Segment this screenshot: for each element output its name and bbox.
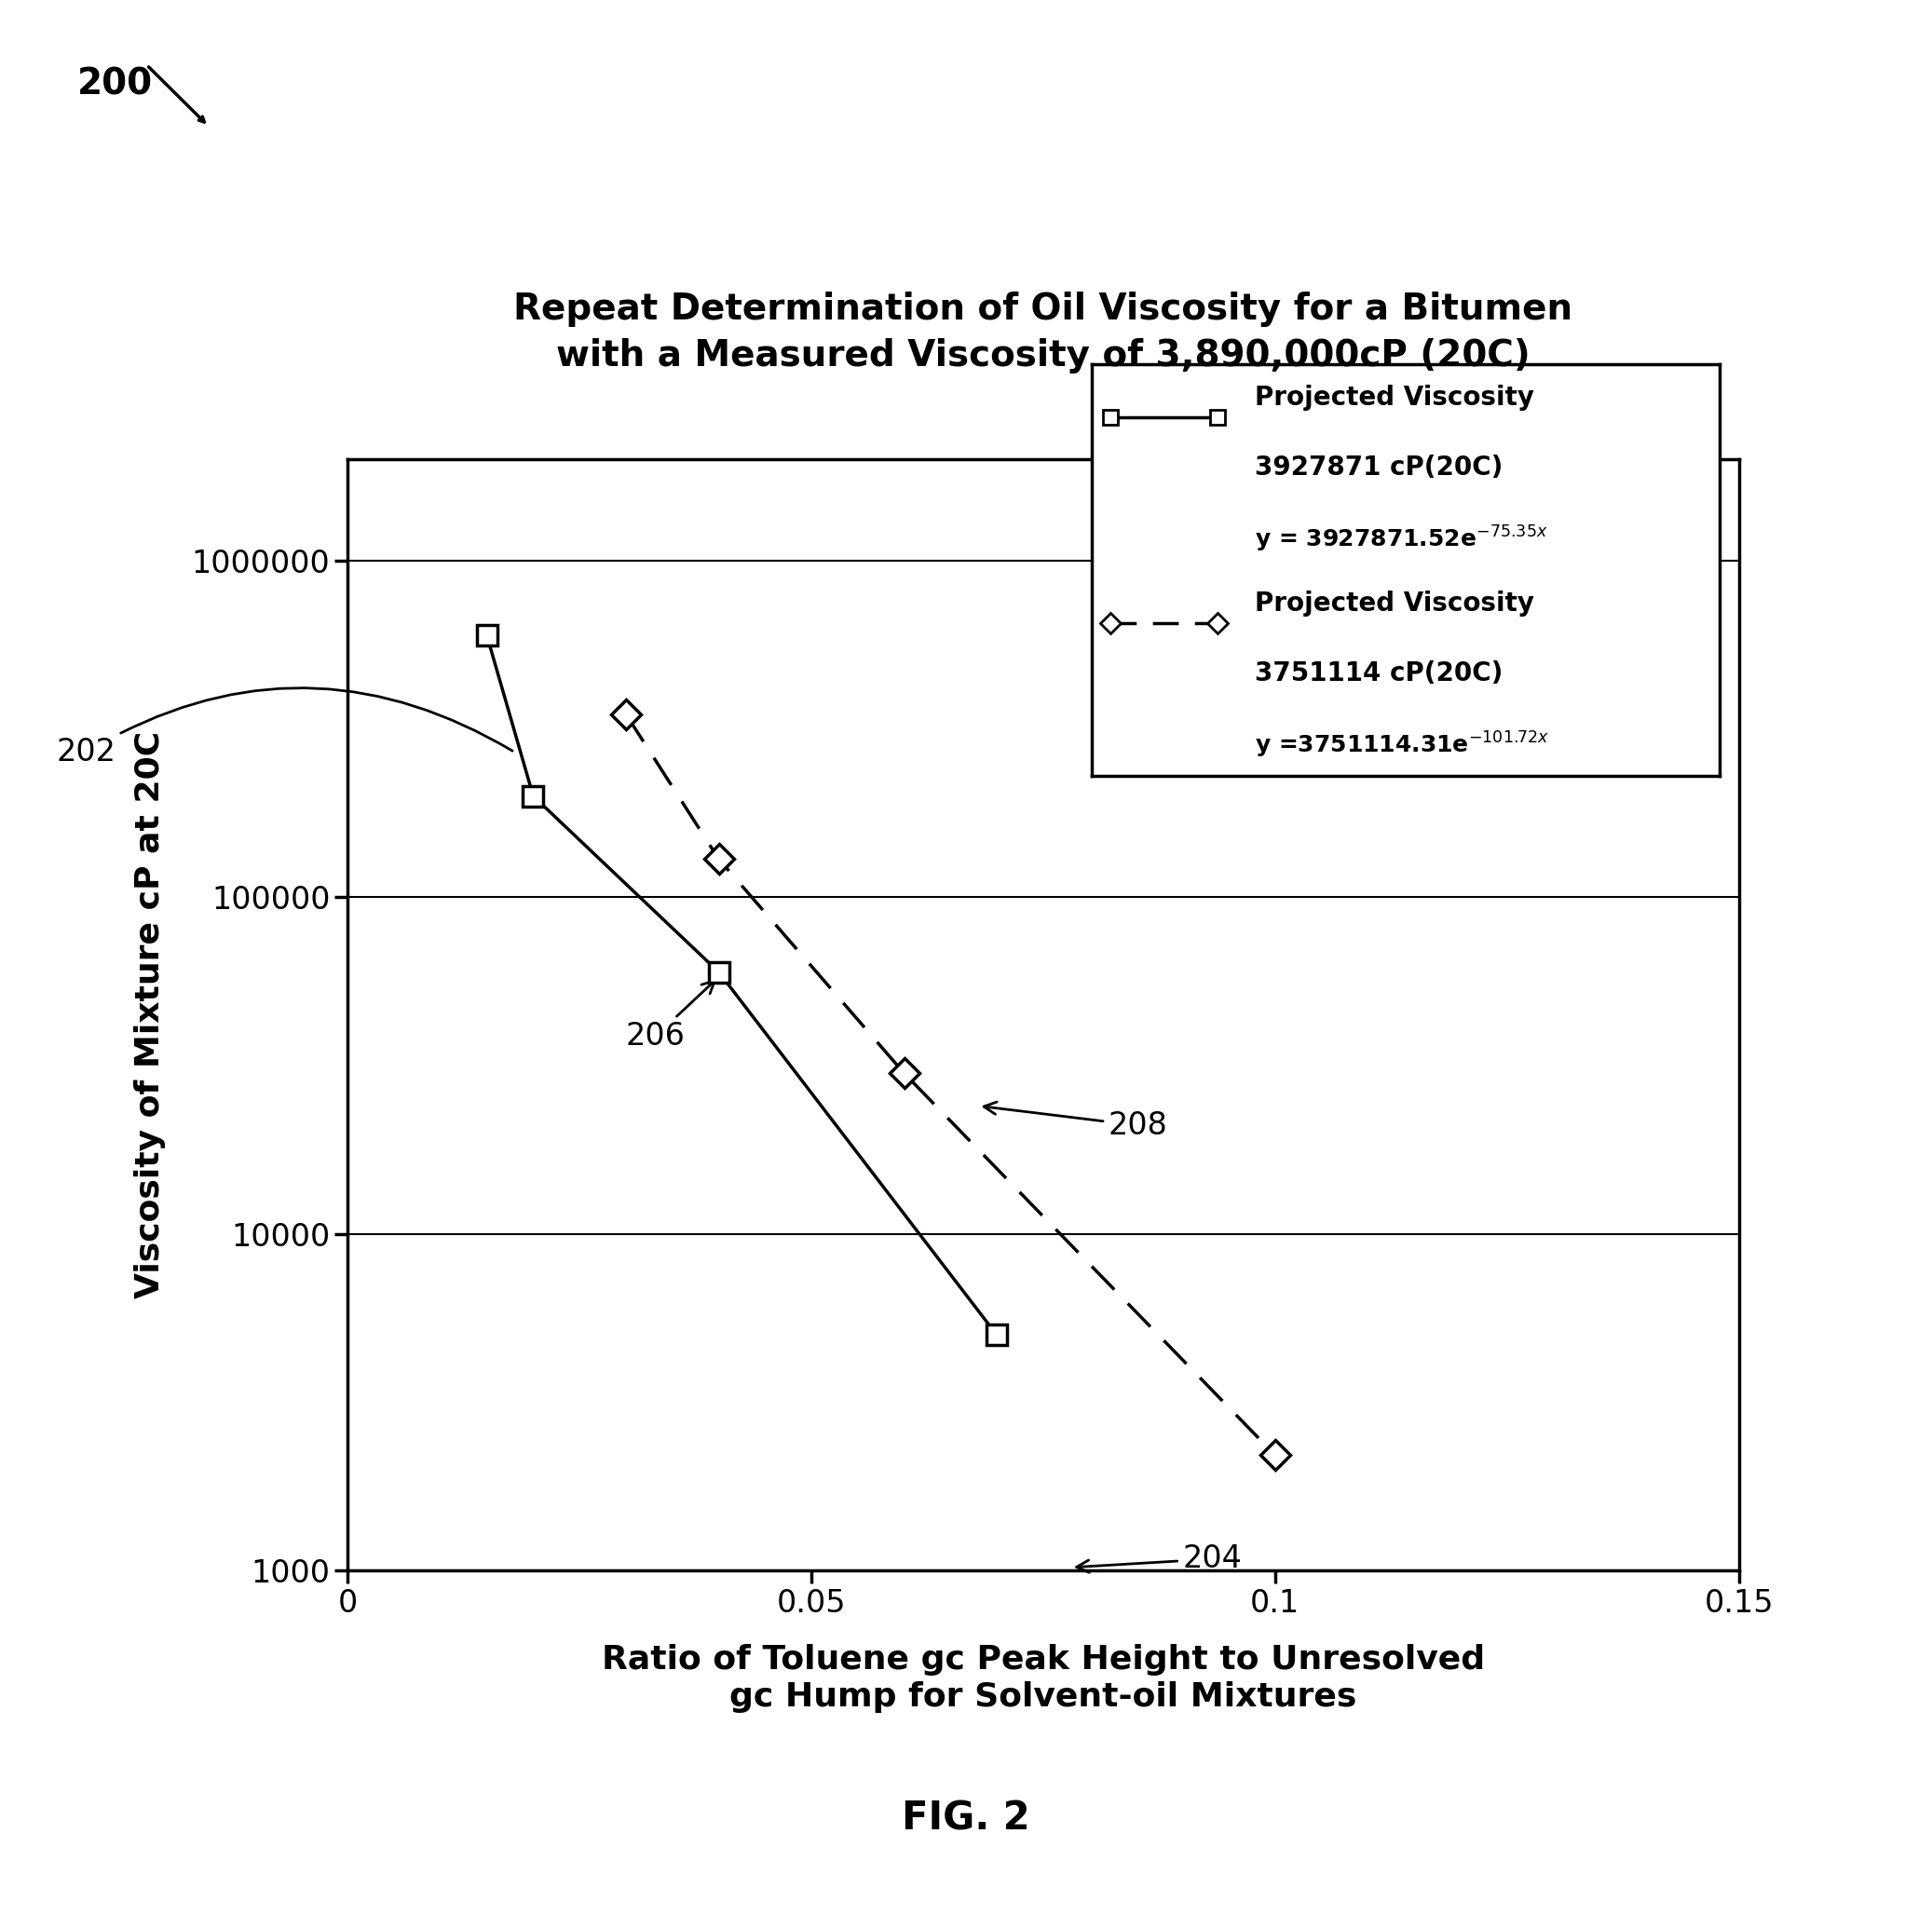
Text: Repeat Determination of Oil Viscosity for a Bitumen
with a Measured Viscosity of: Repeat Determination of Oil Viscosity fo… [514,291,1573,373]
Text: 3927871 cP(20C): 3927871 cP(20C) [1256,454,1503,481]
Text: Projected Viscosity: Projected Viscosity [1256,385,1534,410]
Text: 206: 206 [626,980,715,1051]
Text: 202: 202 [56,687,512,768]
Y-axis label: Viscosity of Mixture cP at 20C: Viscosity of Mixture cP at 20C [133,732,166,1298]
Text: Projected Viscosity: Projected Viscosity [1256,590,1534,617]
X-axis label: Ratio of Toluene gc Peak Height to Unresolved
gc Hump for Solvent-oil Mixtures: Ratio of Toluene gc Peak Height to Unres… [601,1645,1486,1712]
Text: y = 3927871.52e$^{-75.35x}$: y = 3927871.52e$^{-75.35x}$ [1256,525,1548,555]
Text: 200: 200 [77,67,153,101]
Text: 208: 208 [983,1101,1167,1141]
Text: y =3751114.31e$^{-101.72x}$: y =3751114.31e$^{-101.72x}$ [1256,730,1549,760]
Text: 3751114 cP(20C): 3751114 cP(20C) [1256,661,1503,686]
Text: 204: 204 [1076,1543,1242,1574]
Text: FIG. 2: FIG. 2 [902,1800,1030,1838]
